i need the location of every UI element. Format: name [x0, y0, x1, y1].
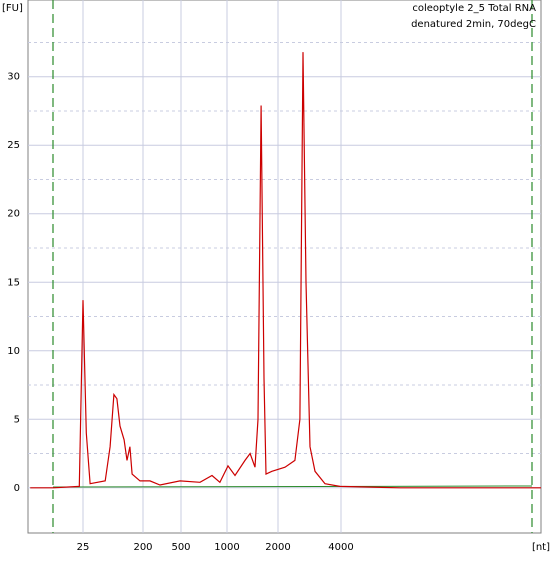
y-tick-label: 25	[7, 140, 20, 151]
x-tick-label: 200	[133, 542, 152, 553]
annotation: denatured 2min, 70degC	[411, 19, 536, 30]
y-tick-label: 0	[14, 483, 20, 494]
y-tick-label: 20	[7, 209, 20, 220]
y-tick-label: 15	[7, 277, 20, 288]
x-tick-label: 500	[171, 542, 190, 553]
x-axis-label: [nt]	[532, 542, 550, 553]
y-tick-label: 30	[7, 72, 20, 83]
grid	[28, 0, 541, 533]
y-axis-label: [FU]	[2, 3, 23, 14]
trace-line	[30, 52, 541, 489]
x-tick-label: 1000	[214, 542, 239, 553]
x-tick-label: 4000	[328, 542, 353, 553]
x-tick-label: 2000	[265, 542, 290, 553]
x-tick-label: 25	[77, 542, 90, 553]
plot-area	[27, 0, 542, 534]
baseline	[52, 485, 533, 488]
y-tick-label: 10	[7, 346, 20, 357]
annotation: coleoptyle 2_5 Total RNA	[412, 3, 536, 14]
y-tick-label: 5	[14, 414, 20, 425]
